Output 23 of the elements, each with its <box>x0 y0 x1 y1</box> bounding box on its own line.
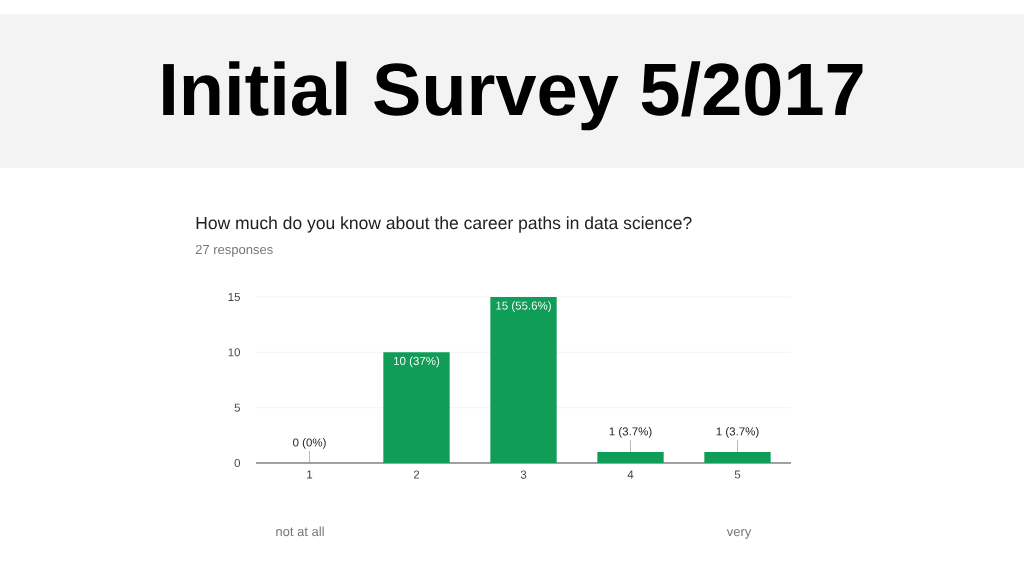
y-tick-label: 5 <box>234 403 240 412</box>
x-tick-label: 2 <box>413 470 420 479</box>
data-label: 1 (3.7%) <box>609 427 652 438</box>
bar <box>383 352 450 463</box>
bar <box>597 451 664 463</box>
y-tick-label: 10 <box>228 348 241 357</box>
text: very <box>726 529 752 539</box>
bar <box>704 451 771 463</box>
text: 27 responses <box>195 244 273 257</box>
y-tick-label: 15 <box>228 292 240 302</box>
x-tick-label: 1 <box>307 470 313 479</box>
y-tick-label: 0 <box>234 458 241 468</box>
data-label: 10 (37%) <box>394 356 440 368</box>
data-label: 15 (55.6%) <box>496 301 551 312</box>
x-tick-label: 3 <box>520 470 527 479</box>
x-tick-label: 4 <box>627 470 634 479</box>
bar <box>490 297 557 463</box>
data-label: 1 (3.7%) <box>716 427 759 438</box>
chart-subtitle: How much do you know about the career paths in data science? <box>196 216 692 233</box>
chart-title: Initial Survey 5/2017 <box>163 61 863 131</box>
data-label: 0 (0%) <box>293 438 326 449</box>
text: not at all <box>276 526 324 537</box>
x-tick-label: 5 <box>734 470 741 479</box>
